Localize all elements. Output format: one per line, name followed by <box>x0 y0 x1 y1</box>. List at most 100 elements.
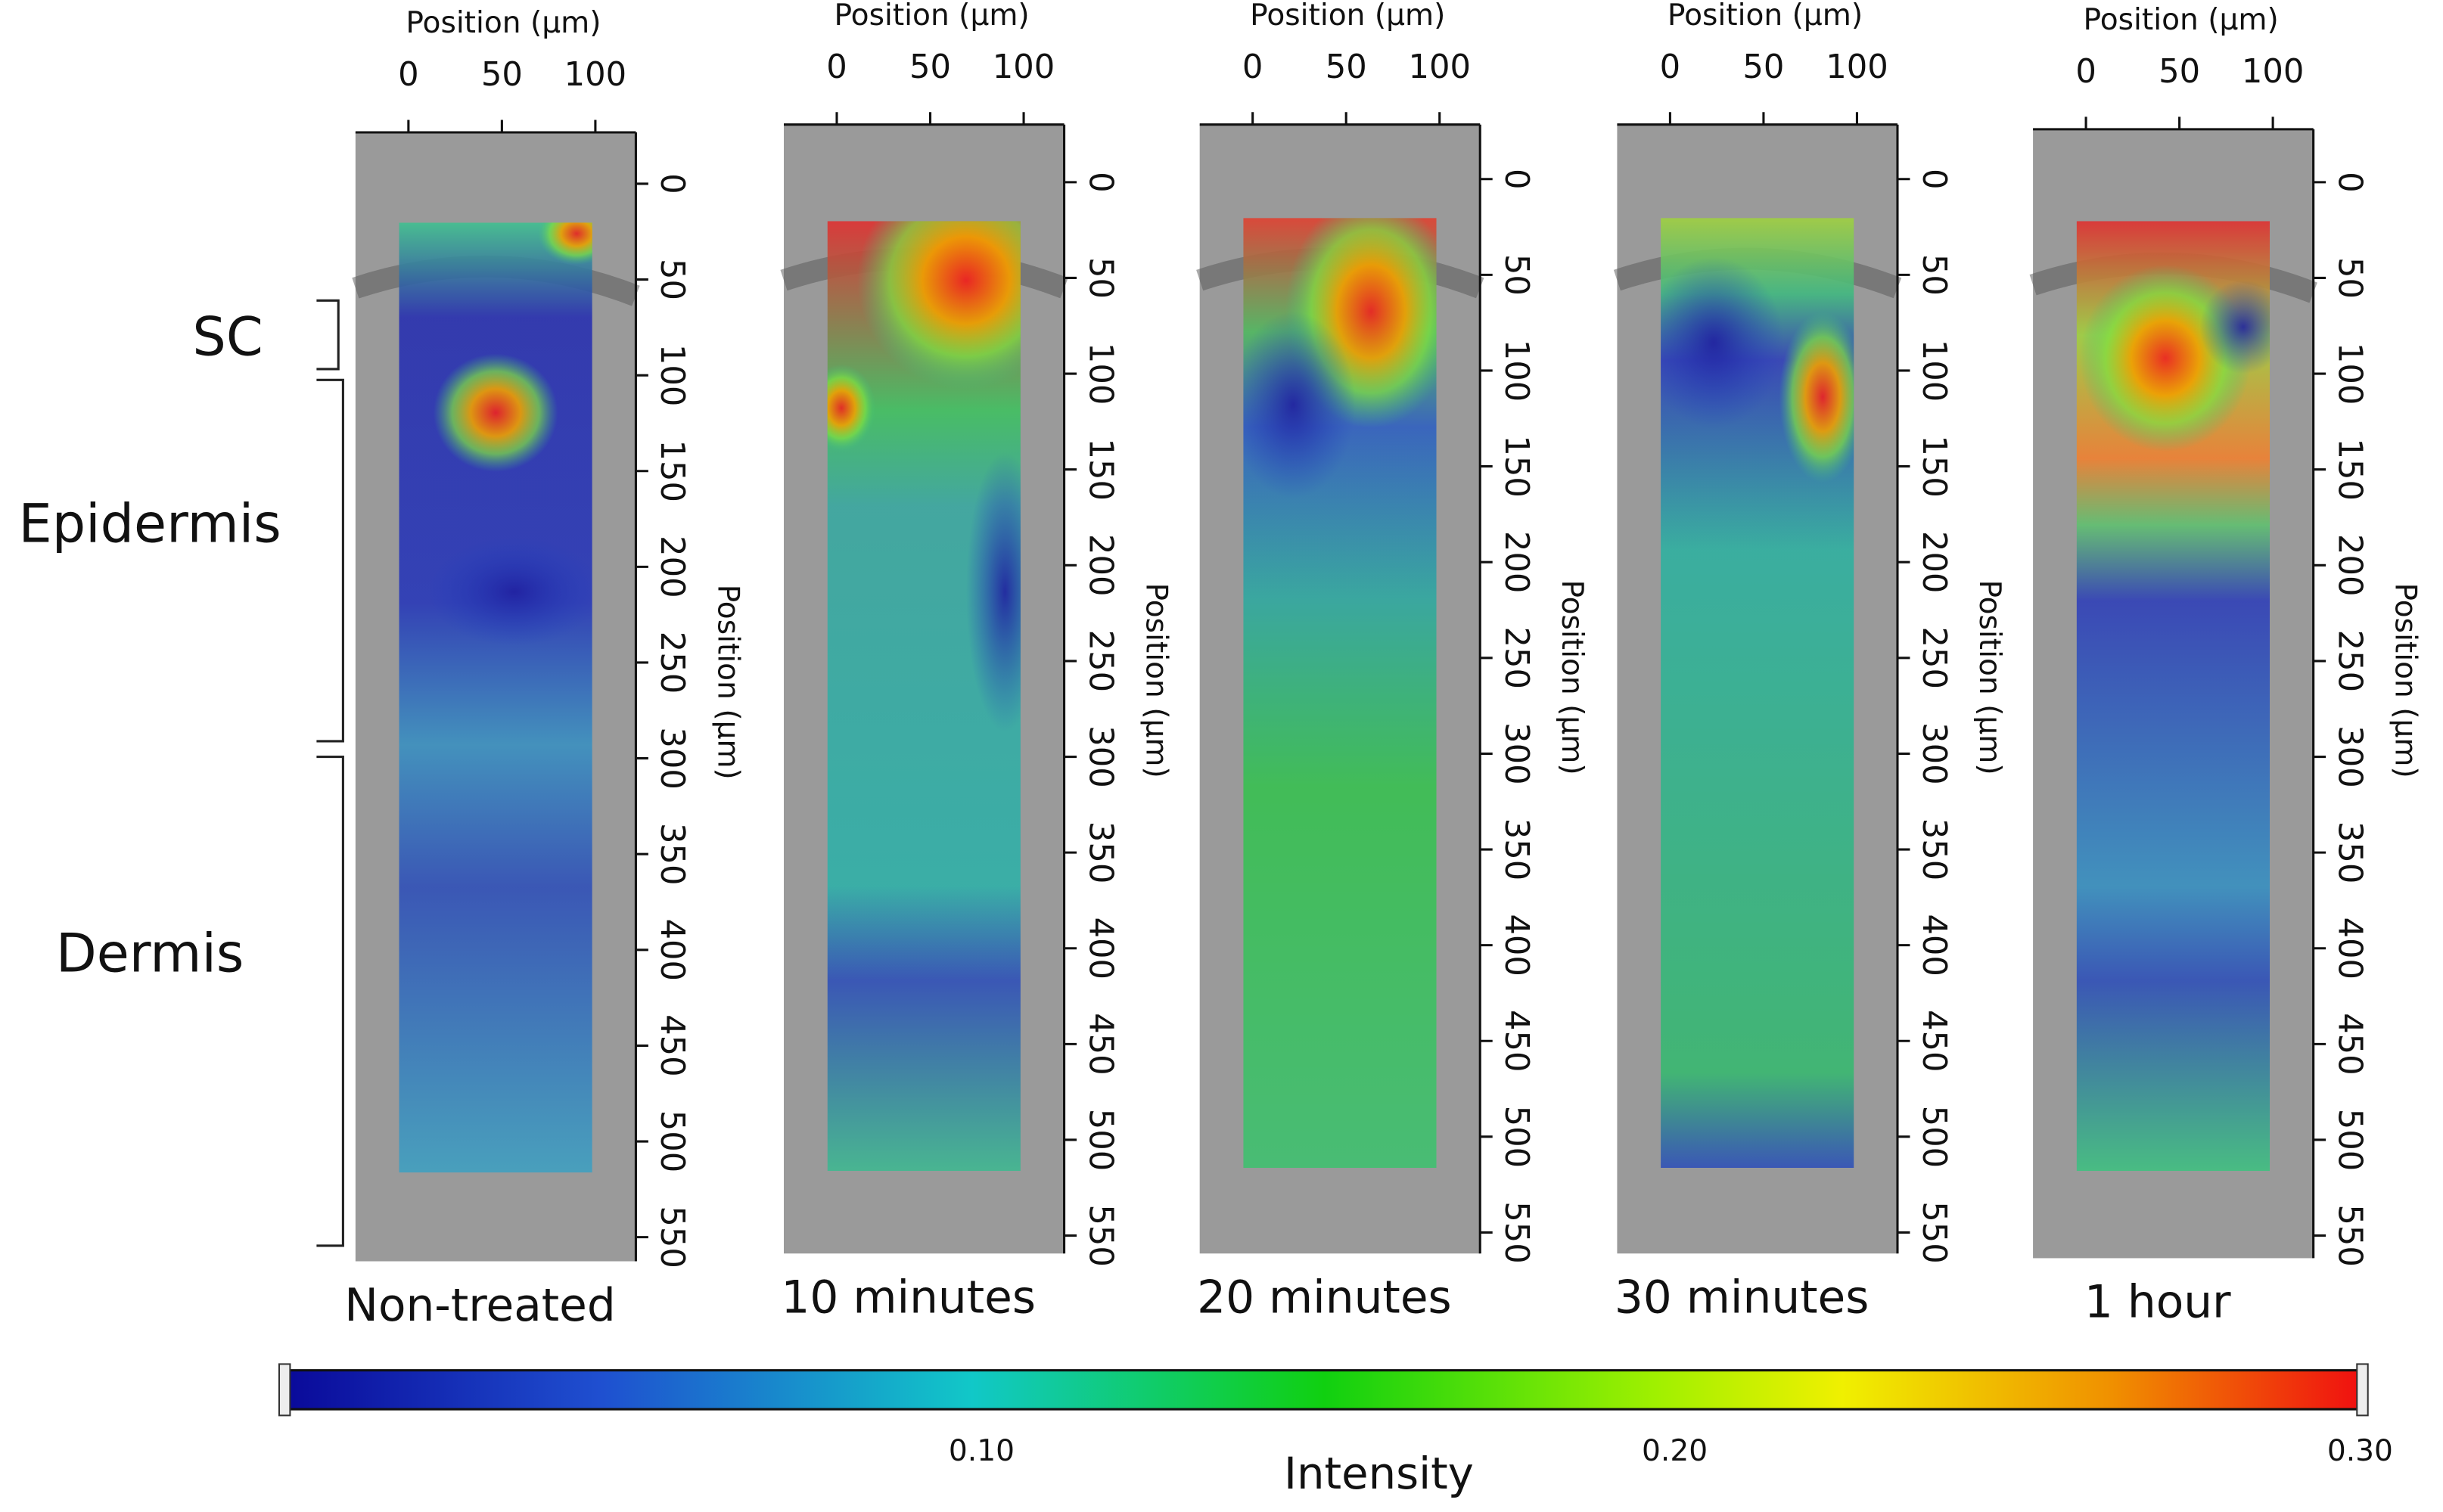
y-axis-label: Position (µm) <box>2389 583 2423 778</box>
y-tick-label: 450 <box>1915 1010 1953 1072</box>
panel: 0 50 100 Position (µm) 0 50 100 150 200 250 300 350… <box>2029 3 2423 1329</box>
panel-title: 30 minutes <box>1615 1271 1870 1324</box>
y-tick-label: 550 <box>2330 1204 2368 1266</box>
x-tick-label: 50 <box>1742 48 1784 86</box>
y-tick-label: 50 <box>2330 257 2368 299</box>
heatmap <box>1243 218 1437 1169</box>
y-tick-label: 350 <box>653 823 691 885</box>
layer-label: Dermis <box>56 923 244 985</box>
y-tick-label: 400 <box>653 919 691 981</box>
colorbar-tick-label: 0.20 <box>1642 1434 1708 1468</box>
x-tick-label: 50 <box>2159 53 2200 91</box>
y-tick-label: 450 <box>2330 1013 2368 1075</box>
heatmap <box>399 222 592 1173</box>
y-tick-label: 400 <box>2330 917 2368 979</box>
panel-title: Non-treated <box>344 1280 615 1332</box>
y-tick-label: 50 <box>1081 257 1119 299</box>
y-tick-label: 100 <box>1915 340 1953 402</box>
y-tick-label: 200 <box>1915 531 1953 594</box>
heatmap-blob <box>856 221 1021 390</box>
y-tick-label: 200 <box>1497 531 1535 594</box>
x-tick-label: 0 <box>1242 48 1263 86</box>
y-tick-label: 150 <box>2330 438 2368 501</box>
y-tick-label: 50 <box>1497 254 1535 296</box>
y-tick-label: 500 <box>1497 1106 1535 1168</box>
y-tick-label: 0 <box>1915 169 1953 189</box>
heatmap-blob <box>2199 280 2270 374</box>
y-tick-label: 250 <box>653 632 691 694</box>
y-tick-label: 350 <box>1915 818 1953 880</box>
y-tick-label: 100 <box>2330 343 2368 405</box>
panel: 0 50 100 Position (µm) 0 50 100 150 200 250 300 350… <box>1613 0 2006 1324</box>
y-tick-label: 500 <box>2330 1109 2368 1171</box>
bracket <box>316 378 344 743</box>
colorbar <box>287 1369 2361 1411</box>
y-tick-label: 500 <box>1081 1109 1119 1171</box>
y-tick-label: 550 <box>1497 1201 1535 1263</box>
y-tick-label: 550 <box>1915 1201 1953 1263</box>
y-tick-label: 400 <box>1915 914 1953 976</box>
heatmap-blob <box>827 364 876 452</box>
y-axis-label: Position (µm) <box>710 585 744 780</box>
x-axis-label: Position (µm) <box>406 6 601 40</box>
y-tick-label: 400 <box>1497 914 1535 976</box>
y-tick-label: 550 <box>1081 1204 1119 1266</box>
bracket <box>316 755 344 1247</box>
layer-label: Epidermis <box>19 492 281 554</box>
y-axis-label: Position (µm) <box>1972 579 2006 775</box>
x-tick-label: 100 <box>564 56 627 94</box>
heatmap <box>1661 218 1854 1169</box>
y-tick-label: 250 <box>1081 630 1119 693</box>
y-tick-label: 200 <box>653 536 691 598</box>
y-tick-label: 0 <box>2330 172 2368 193</box>
y-tick-label: 350 <box>2330 821 2368 883</box>
x-tick-label: 0 <box>398 56 419 94</box>
bracket <box>316 299 340 371</box>
heatmap-blob <box>433 353 558 472</box>
panel: 0 50 100 Position (µm) 0 50 100 150 200 250 300 350… <box>1196 0 1589 1324</box>
colorbar-tick-label: 0.10 <box>949 1434 1015 1468</box>
colorbar-handle <box>2356 1363 2369 1417</box>
x-tick-label: 100 <box>2242 53 2304 91</box>
y-tick-label: 250 <box>1915 627 1953 690</box>
y-tick-label: 150 <box>1081 438 1119 501</box>
panel: 0 50 100 Position (µm) 0 50 100 150 200 250 300 350… <box>344 6 744 1332</box>
y-tick-label: 250 <box>1497 627 1535 690</box>
y-tick-label: 150 <box>1915 435 1953 498</box>
heatmap <box>827 221 1021 1172</box>
y-tick-label: 350 <box>1081 821 1119 883</box>
heatmap-blob <box>537 222 592 265</box>
y-tick-label: 500 <box>653 1110 691 1172</box>
x-tick-label: 50 <box>1326 48 1367 86</box>
y-tick-label: 150 <box>1497 435 1535 498</box>
heatmap-blob <box>1661 256 1784 429</box>
y-tick-label: 300 <box>1915 722 1953 785</box>
x-axis-label: Position (µm) <box>1668 0 1863 33</box>
y-tick-label: 0 <box>1497 169 1535 189</box>
y-tick-label: 250 <box>2330 630 2368 693</box>
y-tick-label: 100 <box>1497 340 1535 402</box>
heatmap-blob <box>1779 311 1854 483</box>
panel-title: 20 minutes <box>1197 1271 1452 1324</box>
y-tick-label: 300 <box>2330 725 2368 787</box>
y-tick-label: 50 <box>653 259 691 300</box>
layer-label: SC <box>192 306 263 368</box>
colorbar-tick-label: 0.30 <box>2327 1434 2393 1468</box>
y-tick-label: 450 <box>1081 1013 1119 1075</box>
heatmap-blob <box>965 452 1021 732</box>
x-axis-label: Position (µm) <box>834 0 1029 33</box>
y-tick-label: 450 <box>653 1014 691 1076</box>
panel-title: 1 hour <box>2084 1277 2231 1329</box>
x-tick-label: 100 <box>1408 48 1471 86</box>
y-tick-label: 50 <box>1915 254 1953 296</box>
colorbar-label: Intensity <box>1284 1448 1474 1499</box>
y-tick-label: 100 <box>1081 343 1119 405</box>
y-tick-label: 150 <box>653 440 691 503</box>
y-axis-label: Position (µm) <box>1555 579 1589 775</box>
y-tick-label: 100 <box>653 344 691 407</box>
y-tick-label: 300 <box>1497 722 1535 785</box>
x-tick-label: 100 <box>1826 48 1888 86</box>
y-axis-label: Position (µm) <box>1139 583 1173 778</box>
x-axis-label: Position (µm) <box>2084 3 2279 37</box>
